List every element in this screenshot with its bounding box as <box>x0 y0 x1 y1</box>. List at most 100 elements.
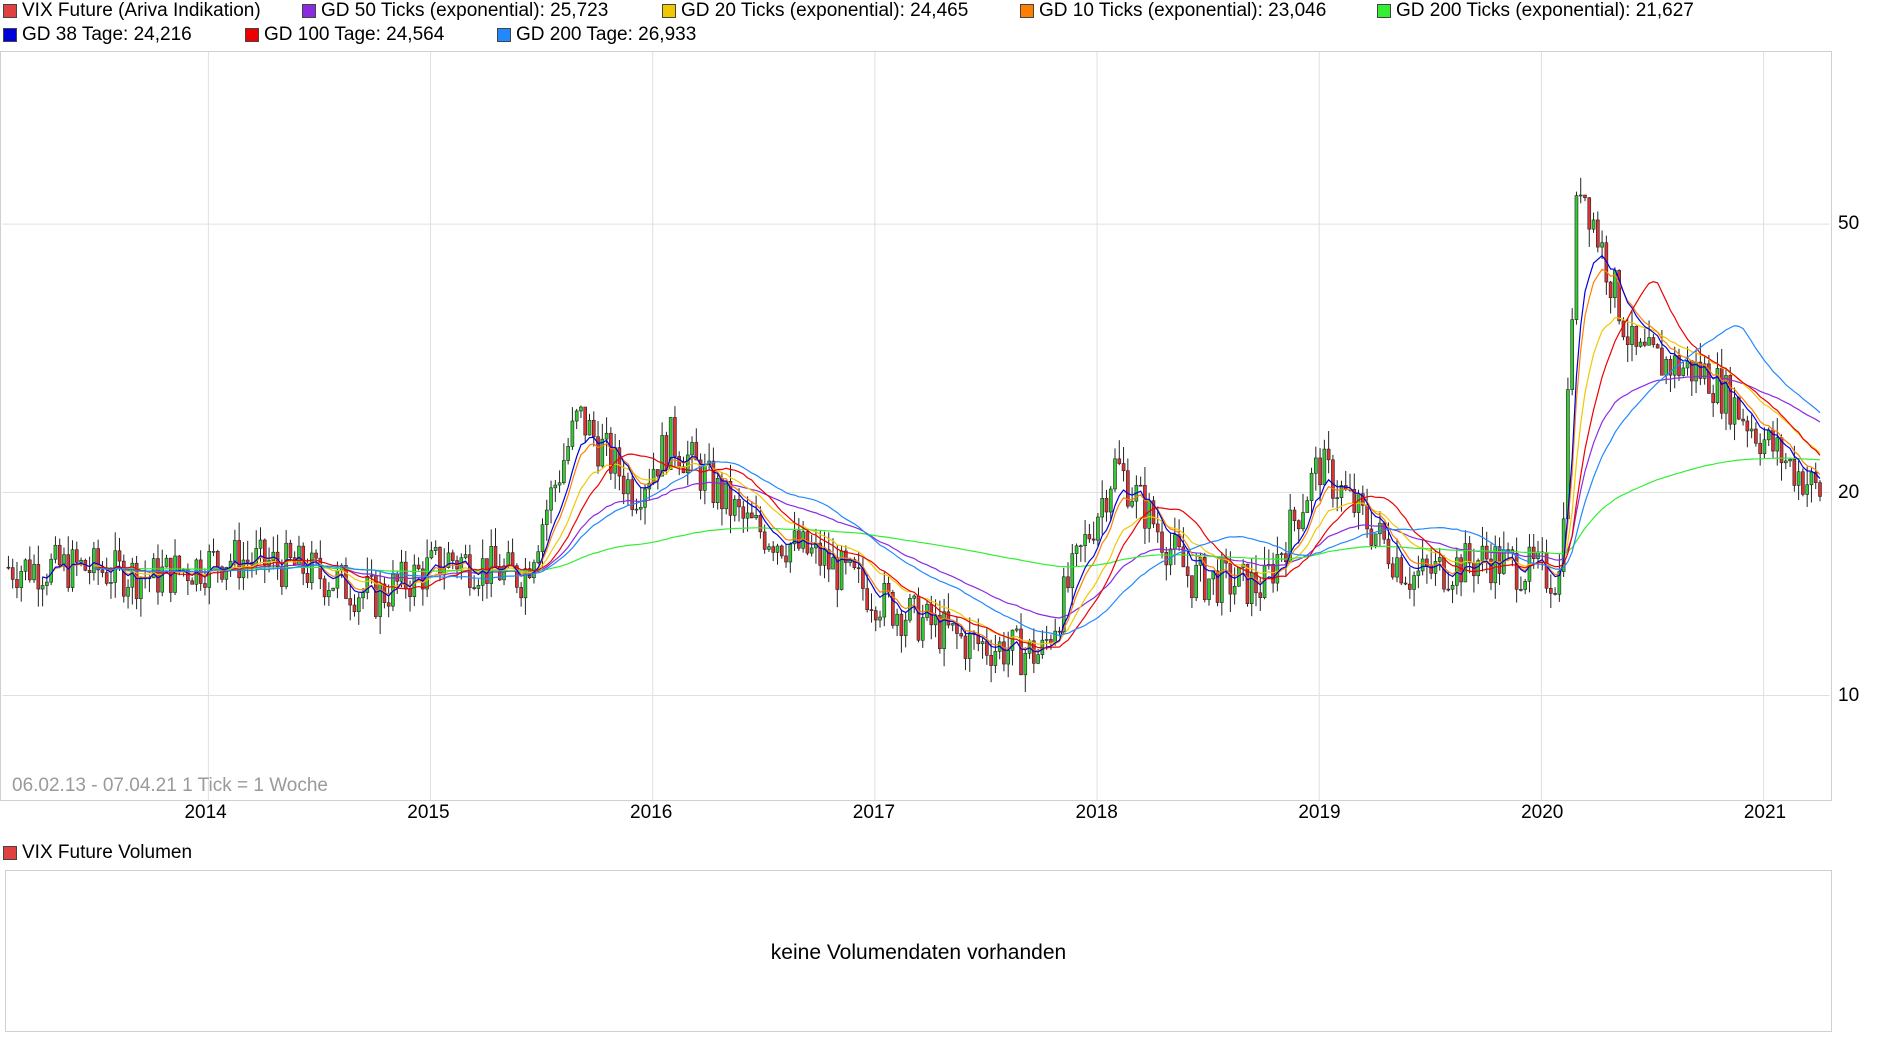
candle-body <box>1207 578 1211 600</box>
ma-gd200tage-line <box>93 325 1821 637</box>
candle-body <box>352 604 357 612</box>
candle-body <box>1083 534 1087 547</box>
candle-body <box>1574 195 1579 320</box>
candle-body <box>1801 471 1805 495</box>
candle-body <box>1792 458 1797 486</box>
candle-body <box>32 564 36 581</box>
candle-body <box>1147 500 1151 529</box>
candle-body <box>1002 641 1006 665</box>
candle-body <box>1664 359 1668 376</box>
legend-item-gd200-tage: GD 200 Tage: 26,933 <box>497 24 696 46</box>
candle-body <box>950 623 955 626</box>
candle-body <box>1096 516 1100 541</box>
candle-body <box>1749 428 1754 432</box>
candle-body <box>1185 566 1190 576</box>
candle-body <box>1023 652 1028 676</box>
candle-body <box>519 587 523 599</box>
candle-body <box>985 641 989 656</box>
candle-body <box>1719 368 1724 414</box>
candle-body <box>57 544 62 566</box>
legend-item-gd20: GD 20 Ticks (exponential): 24,465 <box>662 0 968 22</box>
candle-body <box>1036 654 1040 664</box>
candle-body <box>1425 558 1429 567</box>
candle-body <box>113 550 118 583</box>
candle-body <box>446 552 451 569</box>
candle-body <box>767 546 771 550</box>
candle-body <box>1032 640 1036 664</box>
candle-body <box>920 617 925 641</box>
volume-panel: keine Volumendaten vorhanden <box>5 870 1832 1032</box>
candle-body <box>40 585 45 590</box>
candle-body <box>1476 560 1480 577</box>
candle-body <box>1108 488 1113 513</box>
candle-body <box>126 586 130 597</box>
candle-body <box>1335 497 1339 499</box>
candle-body <box>1437 557 1442 562</box>
candle-body <box>942 611 946 650</box>
candle-body <box>779 545 784 557</box>
candle-body <box>1796 471 1801 486</box>
candle-body <box>297 545 301 566</box>
candle-body <box>1091 538 1096 541</box>
candle-body <box>1672 355 1677 376</box>
candle-body <box>1138 484 1143 487</box>
candle-body <box>1292 509 1297 522</box>
ma-gd50-line <box>93 375 1821 619</box>
candle-body <box>750 512 754 519</box>
candle-body <box>1459 557 1463 583</box>
candle-body <box>1480 545 1485 561</box>
candle-body <box>1057 630 1062 633</box>
candle-body <box>656 469 660 477</box>
candle-body <box>53 544 58 560</box>
candle-body <box>1284 553 1288 563</box>
candle-body <box>1220 559 1224 603</box>
candle-body <box>1472 562 1476 577</box>
candle-body <box>416 564 421 570</box>
candle-body <box>732 499 737 516</box>
x-tick-label: 2021 <box>1743 802 1787 823</box>
candle-body <box>891 591 895 626</box>
candle-body <box>792 530 797 545</box>
ma-gd20-line <box>93 317 1821 645</box>
candle-body <box>139 577 143 600</box>
candle-body <box>715 478 720 504</box>
candle-body <box>1728 375 1733 425</box>
candle-body <box>1160 531 1164 553</box>
candle-body <box>109 582 113 584</box>
candle-body <box>1608 281 1613 298</box>
candle-body <box>1651 337 1656 345</box>
candle-body <box>1707 363 1711 394</box>
candle-body <box>515 565 519 588</box>
candle-body <box>348 598 353 606</box>
legend-swatch <box>3 28 17 42</box>
ma-gd38-line <box>42 254 1821 653</box>
candle-body <box>1309 472 1314 501</box>
candle-body <box>177 555 182 571</box>
candle-body <box>1331 459 1335 499</box>
candle-body <box>784 555 788 563</box>
candle-body <box>1429 565 1433 574</box>
ma-gd10-line <box>50 268 1821 652</box>
candle-body <box>967 632 972 659</box>
x-tick-label: 2014 <box>184 802 227 823</box>
candle-body <box>1322 448 1327 486</box>
legend-swatch <box>302 4 316 18</box>
candle-body <box>45 581 49 586</box>
candle-body <box>856 567 861 569</box>
candle-body <box>19 571 24 588</box>
candle-body <box>630 479 635 510</box>
candle-body <box>1361 493 1365 506</box>
candle-body <box>762 531 767 550</box>
candle-body <box>1591 219 1596 230</box>
legend-label: GD 10 Ticks (exponential): 23,046 <box>1039 0 1327 21</box>
legend-label: GD 200 Ticks (exponential): 21,627 <box>1396 0 1694 21</box>
candle-body <box>621 475 626 495</box>
candle-body <box>1006 650 1010 665</box>
candle-body <box>1271 563 1275 584</box>
x-tick-label: 2016 <box>630 802 673 823</box>
candle-body <box>1583 194 1587 199</box>
candle-body <box>1446 588 1451 591</box>
candle-body <box>224 567 229 580</box>
candle-body <box>1087 534 1092 540</box>
candle-body <box>1655 344 1660 349</box>
